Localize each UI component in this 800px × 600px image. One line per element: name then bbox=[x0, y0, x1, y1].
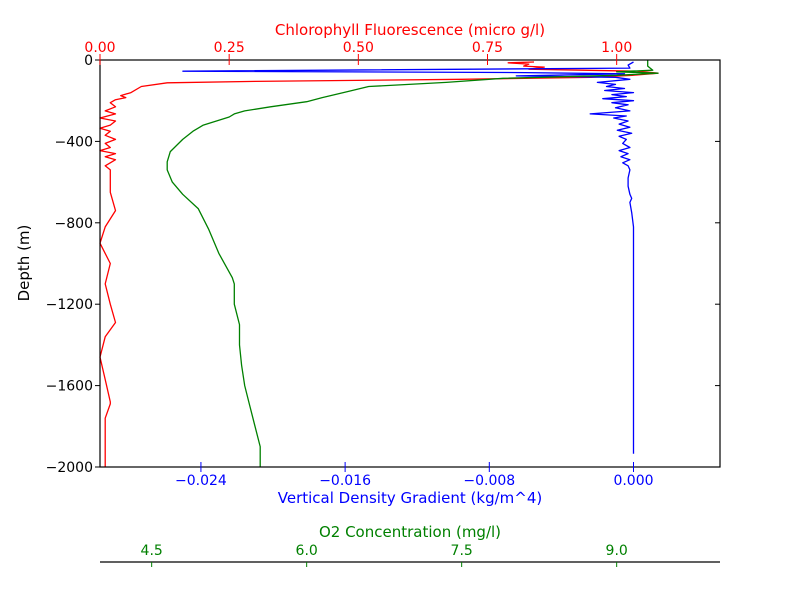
density-tick-label: −0.008 bbox=[463, 473, 515, 489]
o2-tick-label: 9.0 bbox=[606, 543, 628, 559]
chlorophyll-axis-label: Chlorophyll Fluorescence (micro g/l) bbox=[275, 21, 545, 39]
density-tick-label: −0.024 bbox=[175, 473, 227, 489]
o2-concentration-axis-label: O2 Concentration (mg/l) bbox=[319, 523, 501, 541]
dens-series-line bbox=[182, 61, 635, 454]
chlorophyll-tick-label: 0.75 bbox=[472, 40, 503, 56]
depth-tick-label: −400 bbox=[55, 134, 93, 150]
series-layer bbox=[99, 60, 659, 467]
depth-tick-label: −800 bbox=[55, 216, 93, 232]
chlorophyll-tick-label: 1.00 bbox=[601, 40, 632, 56]
o2-tick-label: 6.0 bbox=[296, 543, 318, 559]
chlorophyll-axis: 0.00 0.25 0.50 0.75 1.00 bbox=[84, 40, 632, 65]
depth-axis-label: Depth (m) bbox=[15, 225, 33, 302]
depth-axis: 0 −400 −800 −1200 −1600 −2000 bbox=[46, 53, 720, 476]
plot-frame bbox=[99, 59, 721, 468]
o2-series-line bbox=[166, 60, 659, 467]
density-gradient-axis-label: Vertical Density Gradient (kg/m^4) bbox=[278, 489, 542, 507]
chlorophyll-tick-label: 0.25 bbox=[214, 40, 245, 56]
depth-tick-label: −1600 bbox=[46, 379, 93, 395]
depth-tick-label: 0 bbox=[84, 53, 93, 69]
chl-series-line bbox=[99, 61, 659, 467]
o2-tick-label: 7.5 bbox=[451, 543, 473, 559]
o2-tick-label: 4.5 bbox=[141, 543, 163, 559]
chlorophyll-tick-label: 0.00 bbox=[84, 40, 115, 56]
density-tick-label: −0.016 bbox=[319, 473, 371, 489]
depth-tick-label: −1200 bbox=[46, 297, 93, 313]
chlorophyll-tick-label: 0.50 bbox=[343, 40, 374, 56]
o2-concentration-axis: 4.5 6.0 7.5 9.0 bbox=[100, 543, 720, 567]
depth-tick-label: −2000 bbox=[46, 460, 93, 476]
density-gradient-axis: −0.024 −0.016 −0.008 0.000 bbox=[175, 462, 654, 489]
density-tick-label: 0.000 bbox=[613, 473, 653, 489]
